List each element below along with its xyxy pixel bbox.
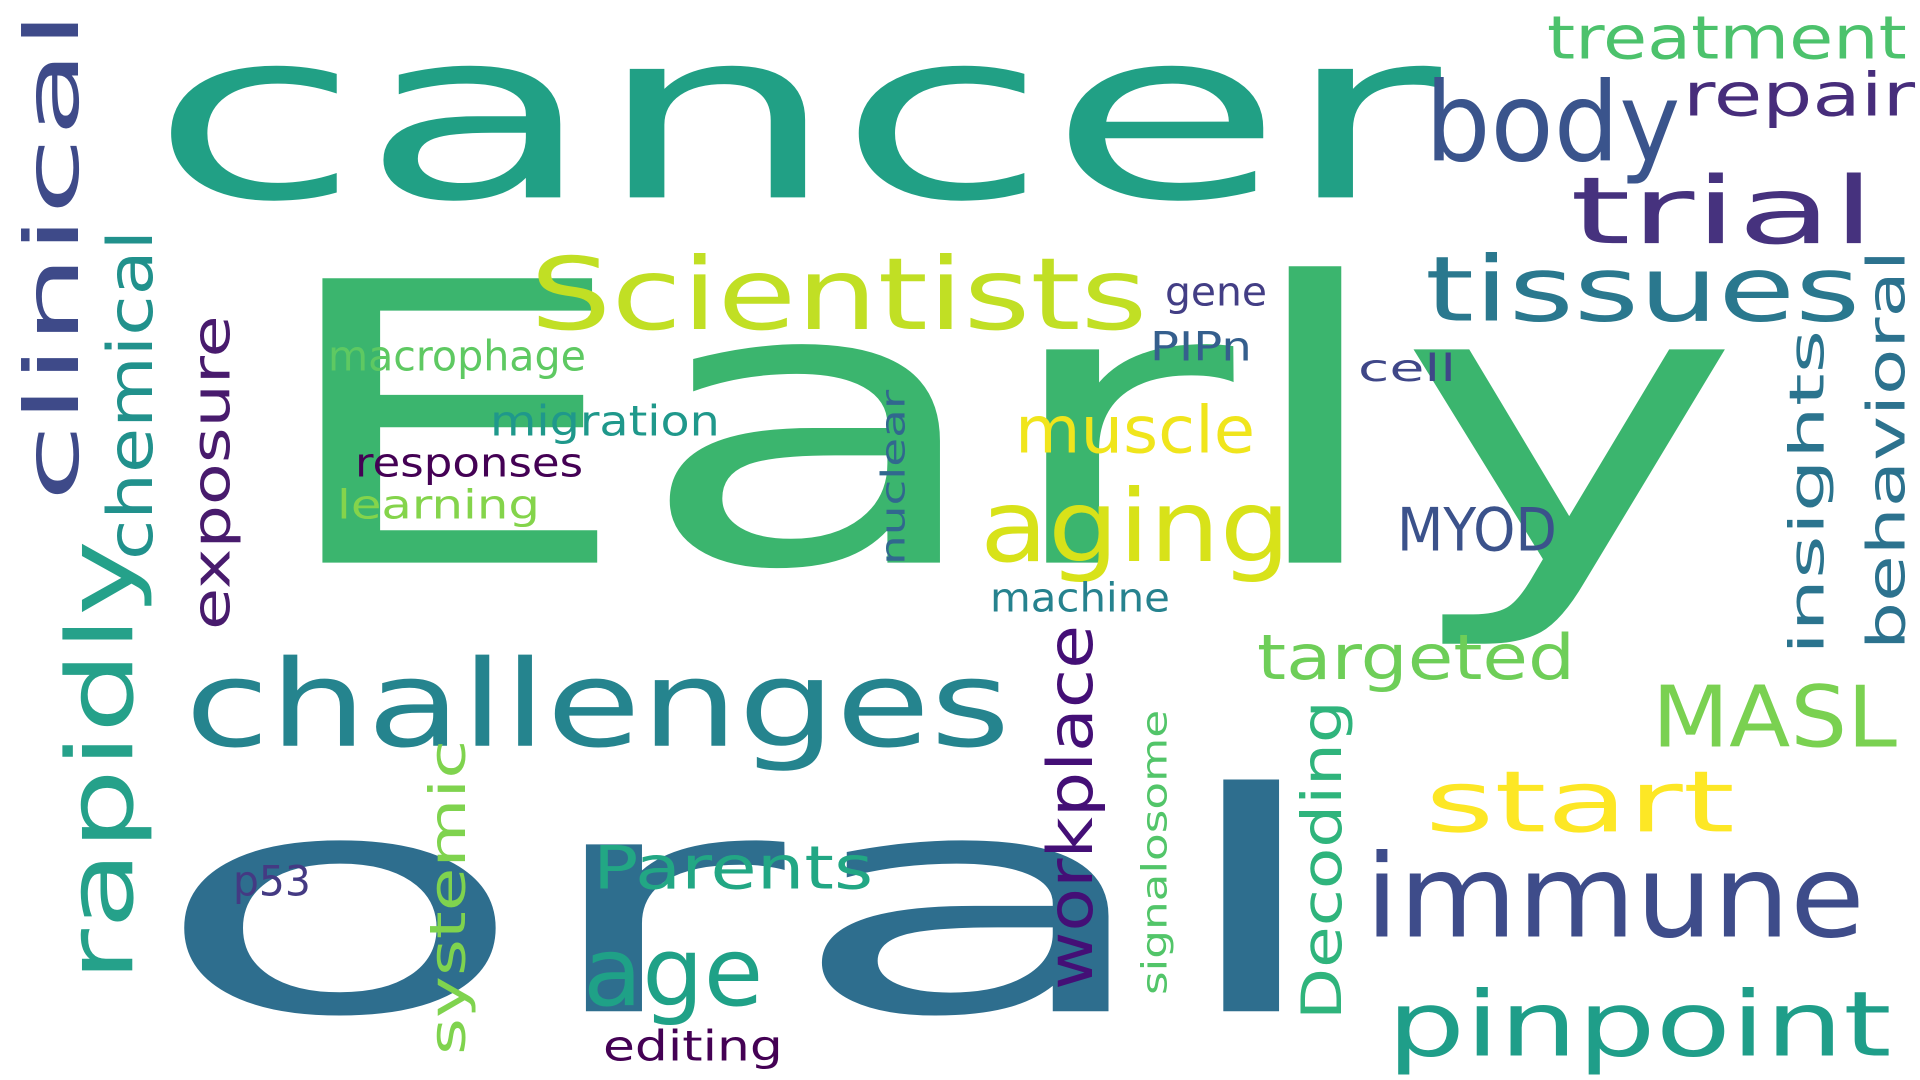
word-masl: MASL xyxy=(1652,667,1897,767)
word-tissues: tissues xyxy=(1425,236,1861,343)
word-insights: insights xyxy=(1778,329,1835,655)
word-workplace: workplace xyxy=(1034,624,1107,990)
word-pipn: PIPn xyxy=(1150,323,1252,371)
word-decoding: Decoding xyxy=(1290,700,1355,1020)
word-learning: learning xyxy=(337,481,540,529)
word-macrophage: macrophage xyxy=(328,331,586,381)
word-age: age xyxy=(583,916,764,1028)
word-migration: migration xyxy=(490,396,720,446)
word-gene: gene xyxy=(1165,268,1267,316)
word-immune: immune xyxy=(1365,829,1865,965)
word-treatment: treatment xyxy=(1547,2,1907,73)
word-scientists: Scientists xyxy=(530,236,1148,353)
word-targeted: targeted xyxy=(1257,621,1576,694)
word-myod: MYOD xyxy=(1397,494,1557,565)
word-signalosome: signalosome xyxy=(1133,709,1175,995)
word-behavioral: behavioral xyxy=(1855,250,1918,650)
word-parents: Parents xyxy=(593,832,874,903)
word-early: Early xyxy=(265,199,1743,657)
word-p53: p53 xyxy=(233,856,311,906)
word-chemical: chemical xyxy=(94,229,167,560)
word-systemic: systemic xyxy=(418,739,478,1055)
word-repair: repair xyxy=(1683,59,1916,130)
word-editing: editing xyxy=(603,1021,783,1071)
word-pinpoint: pinpoint xyxy=(1387,971,1892,1078)
word-responses: responses xyxy=(355,439,584,487)
word-nuclear: nuclear xyxy=(874,389,913,565)
word-cancer: cancer xyxy=(150,0,1442,254)
word-machine: machine xyxy=(990,574,1170,622)
word-muscle: muscle xyxy=(1015,392,1256,469)
word-oral: oral xyxy=(150,727,1338,1080)
word-clinical: clinical xyxy=(8,10,96,503)
word-challenges: challenges xyxy=(185,634,1011,775)
word-trial: trial xyxy=(1570,156,1876,266)
word-exposure: exposure xyxy=(180,315,243,630)
word-body: body xyxy=(1425,58,1681,187)
word-aging: aging xyxy=(980,468,1291,585)
word-rapidly: rapidly xyxy=(46,539,155,982)
word-cell: cell xyxy=(1358,346,1457,390)
word-start: start xyxy=(1425,752,1735,852)
